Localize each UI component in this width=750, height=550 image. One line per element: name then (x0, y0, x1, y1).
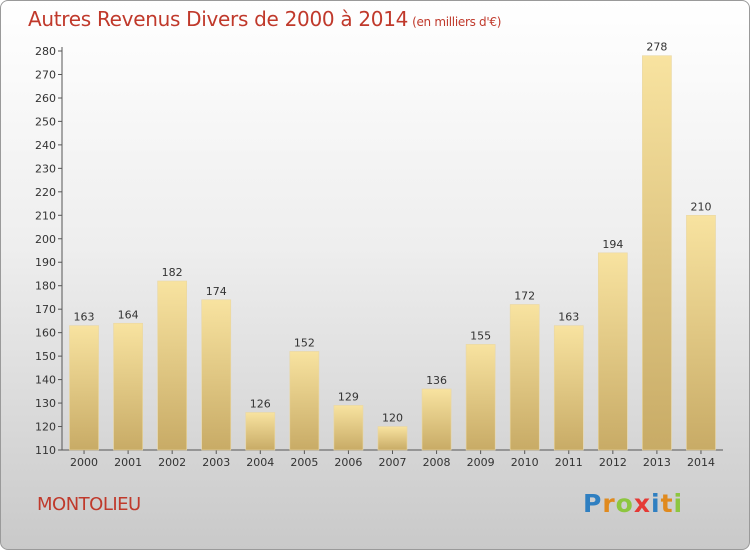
x-tick-label: 2011 (555, 456, 583, 469)
logo-letter: i (651, 489, 661, 518)
y-tick-label: 250 (35, 115, 56, 128)
bar (333, 405, 364, 451)
bar-value-label: 120 (382, 412, 403, 425)
bar-value-label: 174 (206, 285, 227, 298)
logo-letter: i (673, 489, 684, 518)
bar (597, 252, 628, 451)
y-tick-label: 240 (35, 139, 56, 152)
bar-value-label: 129 (338, 390, 359, 403)
x-tick-label: 2000 (70, 456, 98, 469)
bar-value-label: 152 (294, 336, 315, 349)
bar-value-label: 164 (118, 308, 139, 321)
x-tick-label: 2007 (379, 456, 407, 469)
x-tick-label: 2006 (334, 456, 362, 469)
bar (69, 325, 99, 451)
bar (113, 322, 143, 451)
bar-value-label: 136 (426, 374, 447, 387)
bar (509, 304, 540, 451)
bars (69, 55, 716, 451)
bar-labels: 163 164 182 174 126 152 129 120 136 155 172 163 194 2… (74, 41, 712, 425)
bar (642, 55, 672, 451)
x-tick-label: 2008 (423, 456, 451, 469)
logo-letter: r (602, 489, 616, 518)
logo-letter: o (615, 489, 634, 518)
y-tick-label: 180 (35, 280, 56, 293)
chart-subtitle: (en milliers d'€) (412, 15, 502, 29)
y-tick-label: 220 (35, 186, 56, 199)
x-tick-label: 2010 (511, 456, 539, 469)
bar (201, 299, 232, 451)
x-tick-label: 2001 (114, 456, 142, 469)
y-tick-label: 120 (35, 421, 56, 434)
x-tick-label: 2009 (467, 456, 495, 469)
x-axis: 2000 2001 2002 2003 2004 2005 2006 2007 2008 2009… (62, 449, 723, 469)
bar-value-label: 172 (514, 289, 535, 302)
y-tick-label: 280 (35, 45, 56, 58)
bar-value-label: 194 (602, 238, 623, 251)
bar-value-label: 163 (74, 311, 95, 324)
bar (465, 344, 496, 451)
y-tick-label: 130 (35, 397, 56, 410)
x-tick-label: 2014 (687, 456, 715, 469)
y-tick-label: 190 (35, 256, 56, 269)
y-tick-label: 140 (35, 374, 56, 387)
logo-letter: x (633, 489, 651, 518)
y-tick-label: 200 (35, 233, 56, 246)
bar (553, 325, 584, 451)
y-tick-label: 150 (35, 350, 56, 363)
y-tick-label: 260 (35, 92, 56, 105)
bar-value-label: 278 (646, 41, 667, 54)
x-tick-label: 2005 (290, 456, 318, 469)
x-tick-label: 2003 (202, 456, 230, 469)
bar-value-label: 126 (250, 397, 271, 410)
bar-value-label: 155 (470, 329, 491, 342)
chart-title-text: Autres Revenus Divers de 2000 à 2014 (28, 7, 409, 31)
y-tick-label: 170 (35, 303, 56, 316)
y-tick-label: 230 (35, 162, 56, 175)
bar-value-label: 210 (690, 200, 711, 213)
y-tick-label: 270 (35, 68, 56, 81)
y-tick-label: 160 (35, 327, 56, 340)
bar (377, 426, 408, 451)
bar (421, 388, 452, 451)
x-tick-label: 2004 (246, 456, 274, 469)
bar (157, 280, 188, 451)
x-tick-label: 2013 (643, 456, 671, 469)
x-tick-label: 2012 (599, 456, 627, 469)
proxiti-logo: Proxiti (583, 489, 683, 518)
bar (245, 412, 276, 451)
x-tick-label: 2002 (158, 456, 186, 469)
bar (289, 351, 320, 451)
y-axis: 110 120 130 140 150 160 170 180 190 200 210 220 230 2… (35, 45, 63, 457)
commune-name: MONTOLIEU (37, 494, 141, 515)
logo-letter: t (660, 489, 674, 518)
bar-value-label: 182 (162, 266, 183, 279)
y-tick-label: 210 (35, 209, 56, 222)
logo-letter: P (583, 489, 603, 518)
chart-title: Autres Revenus Divers de 2000 à 2014 (en … (28, 7, 501, 31)
bar-value-label: 163 (558, 311, 579, 324)
y-tick-label: 110 (35, 444, 56, 457)
bar (686, 214, 716, 451)
